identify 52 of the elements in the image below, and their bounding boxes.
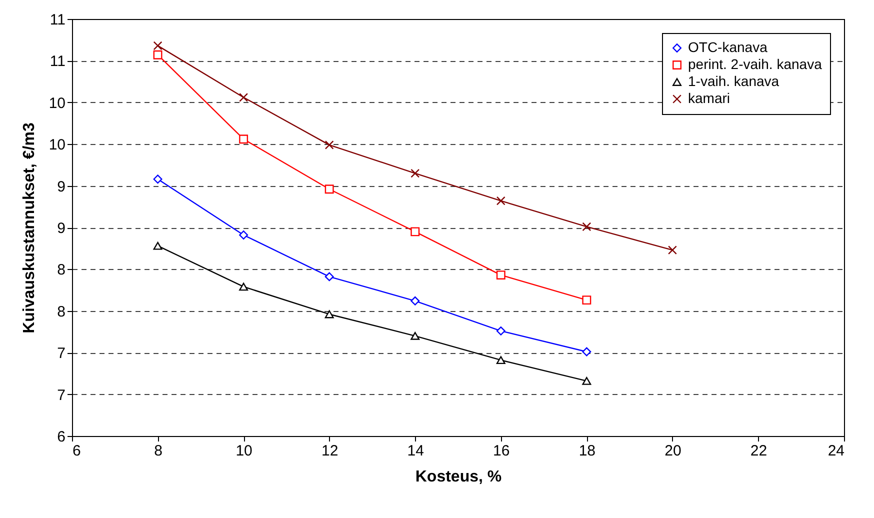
point xyxy=(324,140,334,150)
point xyxy=(410,332,420,340)
point xyxy=(153,174,162,184)
x-tick-label: 8 xyxy=(154,442,162,460)
point xyxy=(324,272,334,282)
y-tick-label: 7 xyxy=(57,345,66,362)
point xyxy=(324,184,334,194)
point xyxy=(496,326,506,336)
x-tick-label: 12 xyxy=(321,442,338,460)
point xyxy=(582,222,592,232)
x-tick-label: 16 xyxy=(493,442,510,460)
legend-label: 1-vaih. kanava xyxy=(688,73,780,89)
y-tick-label: 7 xyxy=(57,386,66,404)
legend-label: kamari xyxy=(688,90,730,106)
point xyxy=(496,356,506,364)
x-tick-label: 6 xyxy=(72,442,81,460)
y-tick-label: 11 xyxy=(50,12,66,28)
y-tick-label: 8 xyxy=(57,262,66,279)
point xyxy=(239,282,248,291)
point xyxy=(410,227,420,236)
legend-label: OTC-kanava xyxy=(688,39,768,55)
point xyxy=(582,347,592,356)
point xyxy=(153,50,162,60)
y-tick-label: 6 xyxy=(57,428,66,446)
point xyxy=(239,134,248,144)
x-tick-label: 20 xyxy=(664,442,682,460)
point xyxy=(668,246,677,254)
x-tick-label: 14 xyxy=(407,442,424,460)
point xyxy=(582,296,592,305)
x-tick-label: 24 xyxy=(828,442,844,460)
point xyxy=(496,196,506,206)
y-tick-label: 9 xyxy=(57,220,66,237)
point xyxy=(239,230,248,240)
y-tick-label: 10 xyxy=(48,94,66,112)
x-tick-label: 22 xyxy=(750,442,768,460)
point xyxy=(410,168,420,178)
legend-label: perint. 2-vaih. kanava xyxy=(688,56,822,72)
point xyxy=(582,377,592,385)
y-tick-label: 9 xyxy=(57,178,66,196)
point xyxy=(410,296,420,306)
point xyxy=(153,41,162,50)
x-tick-label: 18 xyxy=(578,442,596,460)
point xyxy=(496,270,506,280)
point xyxy=(324,310,334,318)
y-tick-label: 10 xyxy=(48,136,66,154)
y-axis-title: Kuivauskustannukset, €/m3 xyxy=(20,122,38,334)
point xyxy=(239,92,248,102)
x-axis-title: Kosteus, % xyxy=(415,468,502,486)
y-tick-label: 8 xyxy=(57,303,66,320)
x-tick-label: 10 xyxy=(236,442,252,460)
y-tick-label: 11 xyxy=(50,53,66,70)
point xyxy=(153,242,162,250)
